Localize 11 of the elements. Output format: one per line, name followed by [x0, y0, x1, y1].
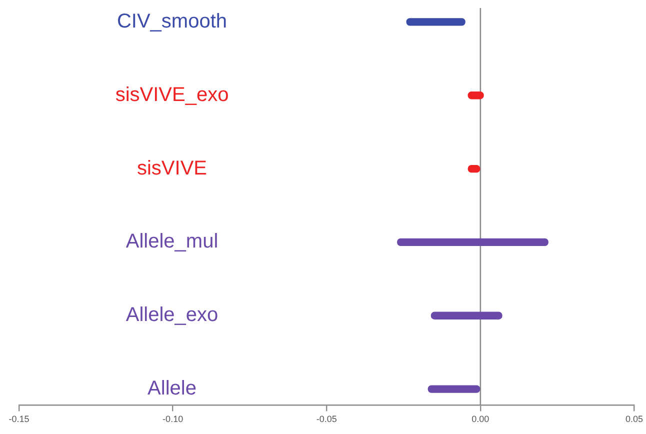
x-tick-label: 0.05 [625, 414, 644, 424]
x-tick-label: 0.00 [472, 414, 490, 424]
y-tick-label: sisVIVE [136, 157, 208, 180]
x-tick-label: -0.15 [8, 414, 30, 424]
y-tick-label: sisVIVE_exo [115, 84, 229, 106]
y-tick-label: Allele_exo [126, 304, 218, 326]
y-tick-label: Allele_mul [126, 230, 218, 253]
y-tick-label: Allele [148, 378, 196, 400]
y-tick-label: CIV_smooth [116, 10, 228, 32]
x-tick-label: -0.05 [316, 414, 337, 424]
x-tick-label: -0.10 [162, 414, 184, 424]
